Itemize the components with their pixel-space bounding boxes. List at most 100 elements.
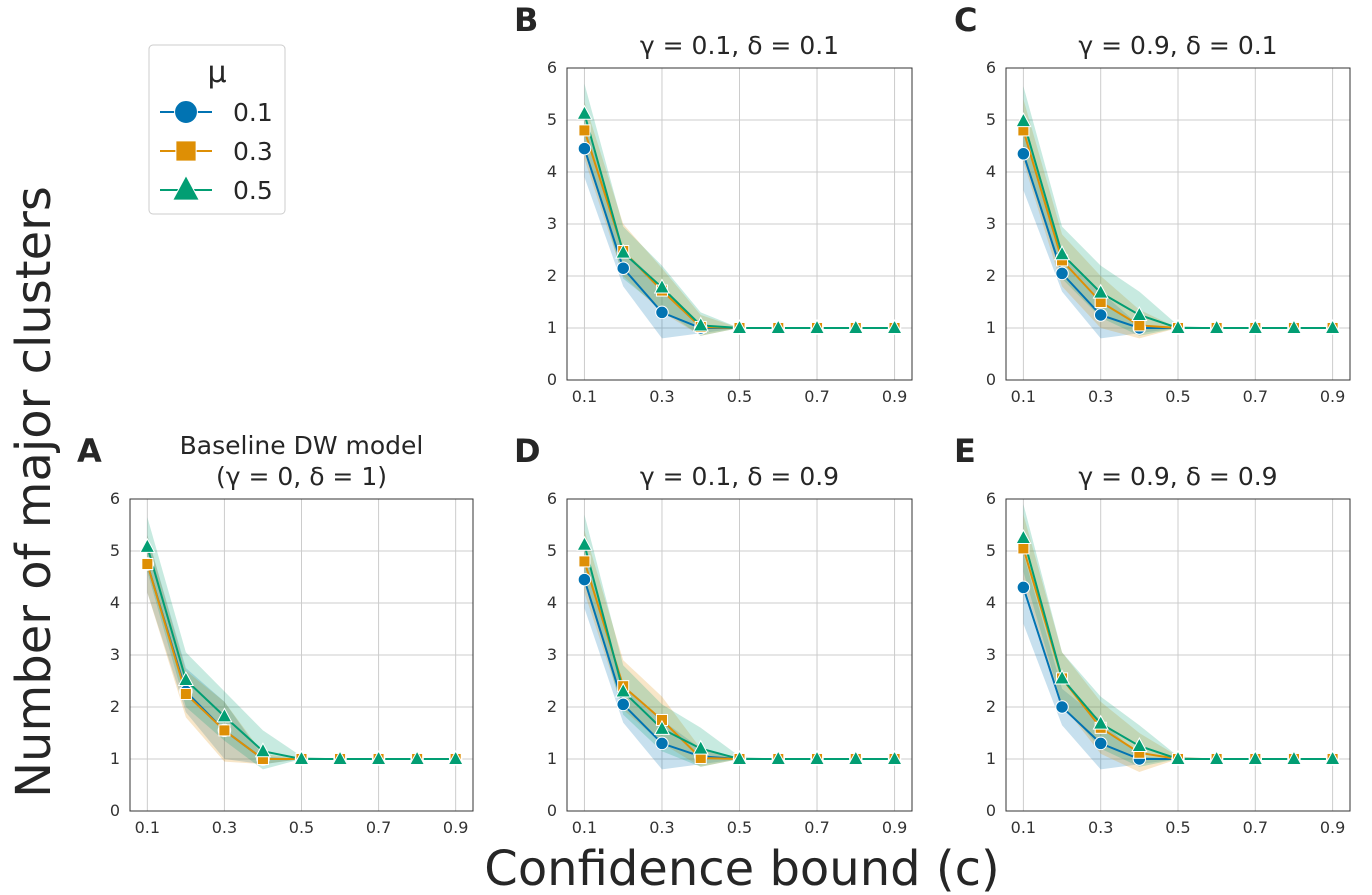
confidence-band-mu-0.3 bbox=[584, 530, 895, 767]
y-tick-label: 1 bbox=[547, 318, 557, 337]
data-point-mu-0.5 bbox=[1053, 245, 1071, 261]
y-tick-label: 6 bbox=[110, 489, 120, 508]
x-tick-label: 0.1 bbox=[572, 387, 597, 406]
x-tick-label: 0.7 bbox=[804, 818, 829, 837]
panel-subtitle: (γ = 0, δ = 1) bbox=[216, 462, 387, 491]
y-tick-label: 5 bbox=[547, 110, 557, 129]
data-point-mu-0.3 bbox=[578, 555, 591, 568]
panel-letter: E bbox=[954, 432, 976, 470]
data-point-mu-0.5 bbox=[808, 750, 826, 766]
x-tick-label: 0.5 bbox=[727, 818, 752, 837]
plot-frame bbox=[566, 498, 913, 812]
y-tick-label: 2 bbox=[547, 697, 557, 716]
y-tick-label: 6 bbox=[986, 489, 996, 508]
x-tick-label: 0.3 bbox=[212, 818, 237, 837]
data-point-mu-0.5 bbox=[731, 319, 748, 335]
y-tick-label: 0 bbox=[986, 801, 996, 820]
data-point-mu-0.5 bbox=[692, 316, 709, 332]
data-point-mu-0.5 bbox=[1131, 306, 1148, 322]
y-tick-label: 3 bbox=[986, 214, 996, 233]
panel-e: 0 1 2 3 4 5 6 0.1 0.3 0.5 0.7 0.9 γ = 0.9, δ = 0.9 E bbox=[954, 432, 1351, 837]
data-point-mu-0.5 bbox=[1169, 319, 1187, 335]
panel-c: 0 1 2 3 4 5 6 0.1 0.3 0.5 0.7 0.9 γ = 0.9, δ = 0.1 C bbox=[954, 1, 1351, 406]
y-tick-label: 4 bbox=[986, 593, 996, 612]
data-point-mu-0.5 bbox=[1015, 529, 1032, 545]
confidence-band-mu-0.5 bbox=[1023, 86, 1333, 336]
x-tick-label: 0.3 bbox=[649, 818, 674, 837]
panel-a: 0 1 2 3 4 5 6 0.1 0.3 0.5 0.7 0.9 Baseline DW model(… bbox=[77, 431, 474, 837]
data-point-mu-0.3 bbox=[1017, 542, 1030, 555]
data-point-mu-0.1 bbox=[1016, 147, 1031, 161]
y-tick-label: 3 bbox=[110, 645, 120, 664]
data-point-mu-0.5 bbox=[254, 742, 272, 758]
x-tick-label: 0.9 bbox=[443, 818, 468, 837]
data-point-mu-0.3 bbox=[1133, 319, 1146, 332]
legend-marker-mu-0.1 bbox=[174, 100, 198, 124]
x-tick-label: 0.9 bbox=[1320, 387, 1345, 406]
data-point-mu-0.5 bbox=[770, 750, 787, 766]
data-point-mu-0.5 bbox=[808, 319, 826, 335]
data-point-mu-0.1 bbox=[1055, 266, 1069, 281]
data-point-mu-0.1 bbox=[577, 141, 592, 156]
data-point-mu-0.5 bbox=[731, 750, 748, 766]
legend-label: 0.1 bbox=[233, 98, 273, 127]
data-point-mu-0.5 bbox=[1247, 750, 1264, 766]
x-tick-label: 0.1 bbox=[1011, 818, 1036, 837]
y-tick-label: 5 bbox=[986, 541, 996, 560]
legend-label: 0.5 bbox=[233, 176, 273, 205]
y-tick-label: 0 bbox=[547, 801, 557, 820]
legend: μ 0.1 0.3 0.5 bbox=[148, 44, 286, 215]
data-point-mu-0.3 bbox=[141, 557, 154, 571]
data-point-mu-0.5 bbox=[1208, 319, 1225, 335]
data-point-mu-0.3 bbox=[218, 724, 231, 737]
panel-letter: D bbox=[514, 432, 541, 470]
y-tick-label: 2 bbox=[547, 266, 557, 285]
plot-frame bbox=[566, 67, 913, 381]
confidence-band-mu-0.3 bbox=[584, 101, 895, 336]
panel-letter: A bbox=[77, 432, 102, 470]
legend-frame bbox=[148, 44, 286, 215]
y-tick-label: 2 bbox=[986, 697, 996, 716]
y-tick-label: 5 bbox=[110, 541, 120, 560]
data-point-mu-0.3 bbox=[578, 124, 591, 137]
data-point-mu-0.5 bbox=[1092, 714, 1109, 730]
x-tick-label: 0.1 bbox=[135, 818, 160, 837]
confidence-band-mu-0.1 bbox=[147, 535, 456, 765]
x-tick-label: 0.9 bbox=[882, 387, 907, 406]
x-tick-label: 0.7 bbox=[1243, 387, 1268, 406]
data-point-mu-0.1 bbox=[1016, 580, 1031, 595]
confidence-band-mu-0.5 bbox=[1023, 504, 1333, 767]
x-axis-label: Confidence bound (c) bbox=[484, 841, 999, 895]
data-point-mu-0.5 bbox=[653, 278, 671, 294]
confidence-band-mu-0.3 bbox=[1023, 99, 1333, 339]
x-tick-label: 0.3 bbox=[1088, 818, 1113, 837]
data-point-mu-0.1 bbox=[655, 305, 669, 320]
x-tick-label: 0.5 bbox=[1165, 387, 1190, 406]
data-point-mu-0.5 bbox=[409, 750, 426, 766]
x-tick-label: 0.1 bbox=[1011, 387, 1036, 406]
confidence-band-mu-0.5 bbox=[147, 517, 456, 770]
data-point-mu-0.5 bbox=[1092, 283, 1109, 299]
data-point-mu-0.5 bbox=[1015, 112, 1032, 128]
x-tick-label: 0.7 bbox=[1243, 818, 1268, 837]
legend-title: μ bbox=[207, 55, 226, 90]
data-point-mu-0.1 bbox=[616, 261, 630, 275]
confidence-band-mu-0.3 bbox=[1023, 514, 1333, 772]
x-tick-label: 0.3 bbox=[649, 387, 674, 406]
data-point-mu-0.5 bbox=[216, 707, 233, 723]
y-tick-label: 2 bbox=[986, 266, 996, 285]
y-tick-label: 3 bbox=[547, 214, 557, 233]
panel-title: γ = 0.1, δ = 0.9 bbox=[640, 462, 839, 491]
data-point-mu-0.5 bbox=[576, 104, 593, 120]
x-tick-label: 0.7 bbox=[366, 818, 391, 837]
data-point-mu-0.5 bbox=[615, 682, 632, 698]
data-point-mu-0.5 bbox=[370, 750, 387, 766]
y-tick-label: 4 bbox=[547, 162, 557, 181]
y-tick-label: 0 bbox=[986, 370, 996, 389]
y-tick-label: 1 bbox=[547, 749, 557, 768]
y-tick-label: 5 bbox=[986, 110, 996, 129]
data-point-mu-0.5 bbox=[615, 243, 632, 259]
data-point-mu-0.5 bbox=[331, 750, 349, 766]
y-tick-label: 3 bbox=[547, 645, 557, 664]
panel-d: 0 1 2 3 4 5 6 0.1 0.3 0.5 0.7 0.9 γ = 0.1, δ = 0.9 D bbox=[514, 432, 913, 837]
